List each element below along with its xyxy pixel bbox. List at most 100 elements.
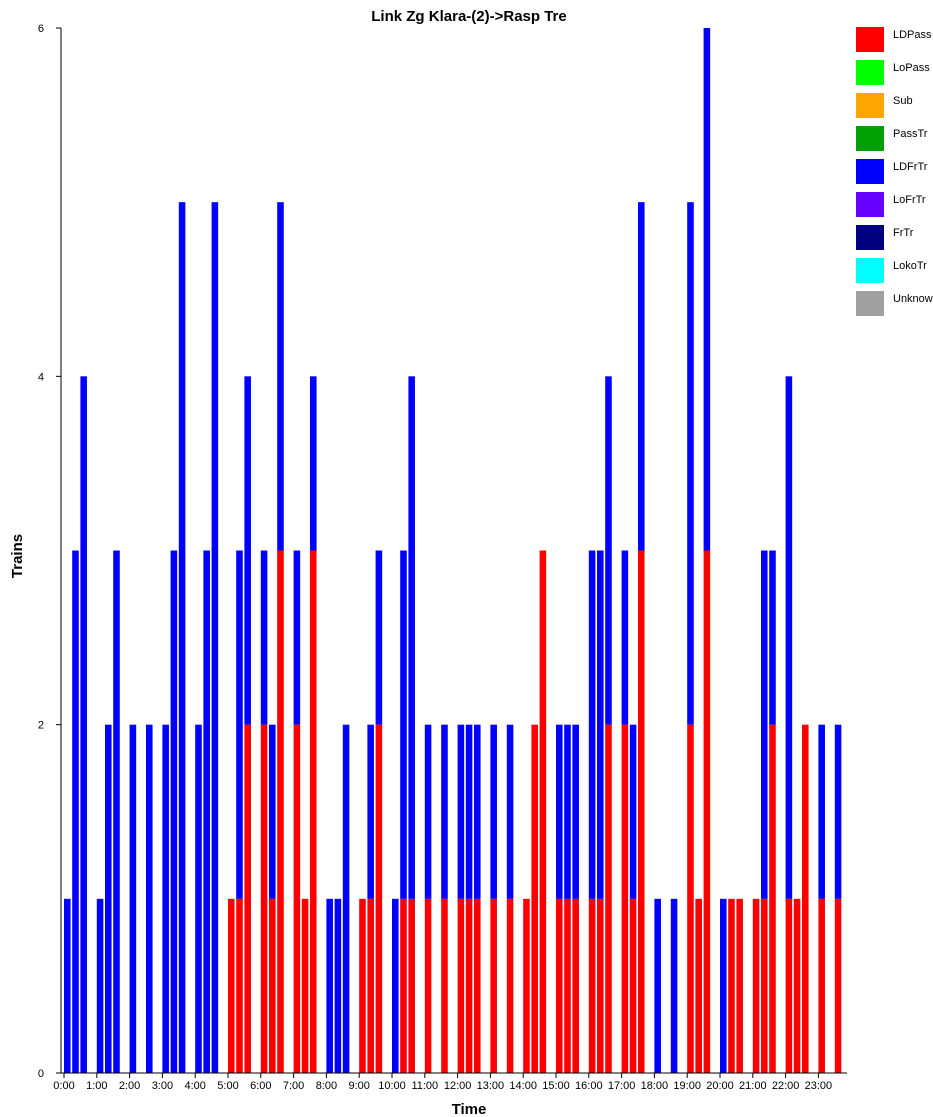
legend-label-ldfrtr: LDFrTr (893, 161, 928, 173)
bar-ldfrtr-0 (64, 898, 71, 1073)
x-tick-label-13: 13:00 (477, 1080, 505, 1092)
legend-label-lofrtr: LoFrTr (893, 194, 926, 206)
legend-label-lopass: LoPass (893, 62, 930, 74)
bar-ldfrtr-53 (687, 202, 694, 725)
bar-ldpass-27 (367, 898, 374, 1073)
bar-ldpass-61 (769, 724, 776, 1073)
bar-ldpass-18 (269, 898, 276, 1073)
bar-ldfrtr-35 (465, 724, 473, 899)
bar-ldpass-63 (793, 898, 801, 1073)
bar-ldfrtr-17 (260, 550, 268, 725)
bar-ldpass-55 (703, 550, 711, 1073)
bar-ldfrtr-3 (96, 898, 104, 1073)
bar-ldfrtr-29 (392, 898, 399, 1073)
bar-ldfrtr-28 (375, 550, 383, 725)
y-axis-title: Trains (9, 534, 26, 578)
bar-ldfrtr-22 (310, 376, 317, 551)
bar-ldpass-38 (506, 898, 514, 1073)
x-tick-label-12: 12:00 (444, 1080, 472, 1092)
x-tick-label-11: 11:00 (411, 1080, 438, 1092)
bar-ldfrtr-45 (588, 550, 596, 899)
bar-ldfrtr-12 (203, 550, 210, 1073)
bar-ldfrtr-1 (72, 550, 79, 1073)
x-tick-label-10: 10:00 (378, 1080, 406, 1092)
x-tick-label-18: 18:00 (641, 1080, 669, 1092)
bar-ldfrtr-18 (269, 724, 276, 899)
x-tick-label-19: 19:00 (673, 1080, 701, 1092)
bar-ldfrtr-66 (834, 724, 842, 899)
bar-ldfrtr-51 (654, 898, 661, 1073)
x-tick-label-0: 0:00 (53, 1080, 74, 1092)
legend-label-unknown: Unknown (893, 293, 933, 305)
x-tick-label-2: 2:00 (119, 1080, 140, 1092)
bar-ldfrtr-6 (129, 724, 137, 1073)
bar-ldfrtr-27 (367, 724, 374, 899)
bar-ldfrtr-62 (785, 376, 793, 899)
bar-ldpass-50 (638, 550, 645, 1073)
x-tick-label-4: 4:00 (184, 1080, 205, 1092)
bar-ldpass-36 (474, 898, 481, 1073)
x-axis-ticks: 0:00 1:00 2:00 3:00 4:00 5:00 6:00 7:00 8:00 9:00… (53, 1073, 832, 1092)
bar-ldpass-49 (629, 898, 637, 1073)
bar-ldfrtr-16 (244, 376, 251, 725)
x-tick-label-1: 1:00 (86, 1080, 107, 1092)
bar-ldpass-37 (490, 898, 497, 1073)
bar-ldpass-66 (834, 898, 842, 1073)
x-tick-label-15: 15:00 (542, 1080, 570, 1092)
y-axis-ticks: 0 2 4 6 (38, 23, 61, 1080)
bar-ldpass-30 (400, 898, 407, 1073)
x-tick-label-14: 14:00 (509, 1080, 537, 1092)
bar-ldfrtr-23 (326, 898, 333, 1073)
bar-ldpass-65 (818, 898, 825, 1073)
bar-ldfrtr-5 (113, 550, 120, 1073)
bar-ldfrtr-31 (408, 376, 415, 899)
bar-ldpass-64 (802, 724, 809, 1073)
legend-label-passtr: PassTr (893, 128, 928, 140)
bar-ldfrtr-25 (342, 724, 350, 1073)
x-tick-label-21: 21:00 (739, 1080, 767, 1092)
legend-label-lokotr: LokoTr (893, 260, 927, 272)
legend-swatch-lofrtr (856, 192, 884, 217)
bar-ldfrtr-46 (597, 550, 604, 899)
bar-ldpass-59 (752, 898, 760, 1073)
x-tick-label-6: 6:00 (250, 1080, 271, 1092)
bar-ldfrtr-13 (211, 202, 219, 1074)
x-tick-label-23: 23:00 (805, 1080, 833, 1092)
bar-ldpass-44 (572, 898, 579, 1073)
bar-ldpass-22 (310, 550, 317, 1073)
y-tick-label-0: 0 (38, 1068, 44, 1080)
bar-ldfrtr-34 (457, 724, 465, 899)
bar-ldfrtr-2 (80, 376, 87, 1074)
bar-ldpass-14 (228, 898, 235, 1073)
legend-label-frtr: FrTr (893, 227, 914, 239)
bar-ldpass-21 (301, 898, 309, 1073)
bar-ldpass-43 (564, 898, 571, 1073)
bar-ldpass-39 (523, 898, 530, 1073)
x-tick-label-17: 17:00 (608, 1080, 636, 1092)
x-tick-label-7: 7:00 (283, 1080, 304, 1092)
legend-swatch-passtr (856, 126, 884, 151)
legend-swatch-sub (856, 93, 884, 118)
legend-swatch-lopass (856, 60, 884, 85)
legend: LDPass LoPass Sub PassTr LDFrTr LoFrTr FrTr Lok… (856, 27, 933, 316)
x-axis-title: Time (452, 1101, 487, 1117)
bar-ldfrtr-44 (572, 724, 579, 899)
bar-ldpass-40 (531, 724, 538, 1073)
bar-ldfrtr-36 (474, 724, 481, 899)
y-tick-label-3: 6 (38, 23, 44, 35)
bar-ldfrtr-61 (769, 550, 776, 725)
bar-ldpass-46 (597, 898, 604, 1073)
bars (64, 28, 842, 1074)
bar-ldfrtr-60 (761, 550, 768, 899)
bar-ldpass-35 (465, 898, 473, 1073)
bar-ldfrtr-43 (564, 724, 571, 899)
bar-ldpass-17 (260, 724, 268, 1073)
bar-ldpass-20 (293, 724, 301, 1073)
bar-ldfrtr-55 (703, 28, 711, 551)
bar-ldfrtr-65 (818, 724, 825, 899)
legend-swatch-ldfrtr (856, 159, 884, 184)
bar-ldfrtr-38 (506, 724, 514, 899)
bar-ldpass-15 (236, 898, 243, 1073)
legend-swatch-lokotr (856, 258, 884, 283)
